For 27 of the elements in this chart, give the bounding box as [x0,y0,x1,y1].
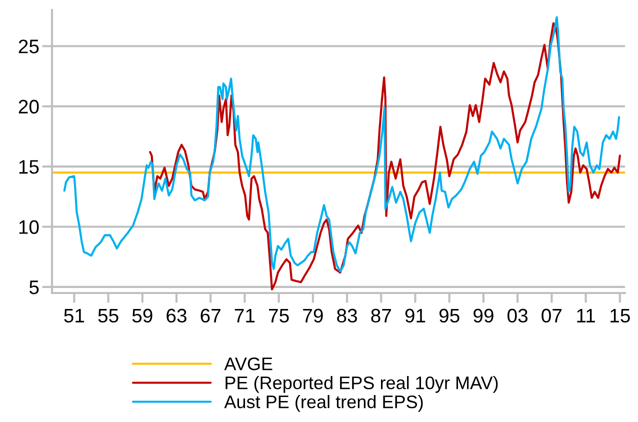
x-tick-label: 95 [439,308,460,323]
y-tick-label: 15 [19,160,39,174]
x-tick-label: 59 [132,308,152,323]
x-tick-label: 67 [200,308,220,323]
legend-label: Aust PE (real trend EPS) [224,394,423,412]
x-tick-label: 71 [234,308,255,322]
x-tick-label: 55 [98,308,118,323]
x-tick-label: 91 [405,308,426,323]
x-tick-label: 99 [474,308,494,323]
x-tick-label: 11 [577,308,595,322]
y-tick-label: 5 [29,280,39,294]
x-tick-label: 15 [610,308,630,323]
line-series [63,16,620,272]
legend-label: AVGE [224,357,272,370]
x-tick-label: 79 [303,308,323,323]
y-tick-label: 20 [18,100,39,114]
x-tick-label: 07 [542,308,562,323]
x-tick-label: 51 [64,308,84,323]
line-series [149,22,621,290]
x-tick-label: 03 [508,308,528,323]
legend-label: PE (Reported EPS real 10yr MAV) [226,376,498,393]
x-tick-label: 87 [371,308,391,323]
x-tick-label: 63 [166,308,186,323]
x-tick-label: 83 [337,308,357,323]
y-tick-label: 10 [19,220,39,234]
y-tick-label: 25 [18,40,39,54]
x-tick-label: 75 [268,308,289,323]
